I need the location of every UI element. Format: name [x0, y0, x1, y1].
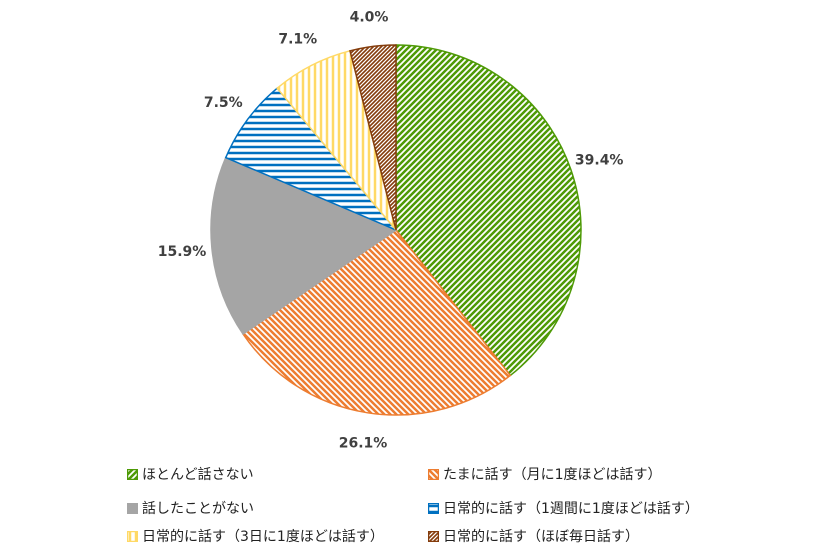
- legend-label: 話したことがない: [142, 501, 254, 517]
- legend-label: たまに話す（月に1度ほどは話す）: [443, 467, 662, 483]
- legend-label: ほとんど話さない: [142, 467, 254, 483]
- legend-item: ほとんど話さない: [127, 464, 254, 484]
- legend-swatch: [127, 530, 138, 542]
- pie-slice: [210, 156, 398, 336]
- legend-swatch: [127, 502, 138, 514]
- legend-swatch: [428, 468, 439, 480]
- data-label: 15.9%: [158, 244, 207, 260]
- legend-item: 話したことがない: [127, 498, 254, 518]
- pie-slice: [395, 44, 582, 377]
- legend-item: 日常的に話す（1週間に1度ほどは話す）: [428, 498, 699, 518]
- legend-label: 日常的に話す（ほぼ毎日話す）: [443, 529, 639, 545]
- data-label: 39.4%: [575, 153, 624, 169]
- legend-swatch: [428, 502, 439, 514]
- legend-item: 日常的に話す（3日に1度ほどは話す）: [127, 526, 384, 546]
- legend-label: 日常的に話す（3日に1度ほどは話す）: [142, 529, 384, 545]
- legend-swatch: [127, 468, 138, 480]
- pie-slice: [241, 228, 512, 416]
- legend-item: たまに話す（月に1度ほどは話す）: [428, 464, 662, 484]
- data-label: 26.1%: [339, 435, 388, 451]
- legend-swatch: [428, 530, 439, 542]
- pie-slice: [349, 44, 397, 231]
- legend-label: 日常的に話す（1週間に1度ほどは話す）: [443, 501, 699, 517]
- legend-item: 日常的に話す（ほぼ毎日話す）: [428, 526, 639, 546]
- data-label: 4.0%: [350, 10, 389, 26]
- data-label: 7.5%: [204, 95, 243, 111]
- data-label: 7.1%: [278, 32, 317, 48]
